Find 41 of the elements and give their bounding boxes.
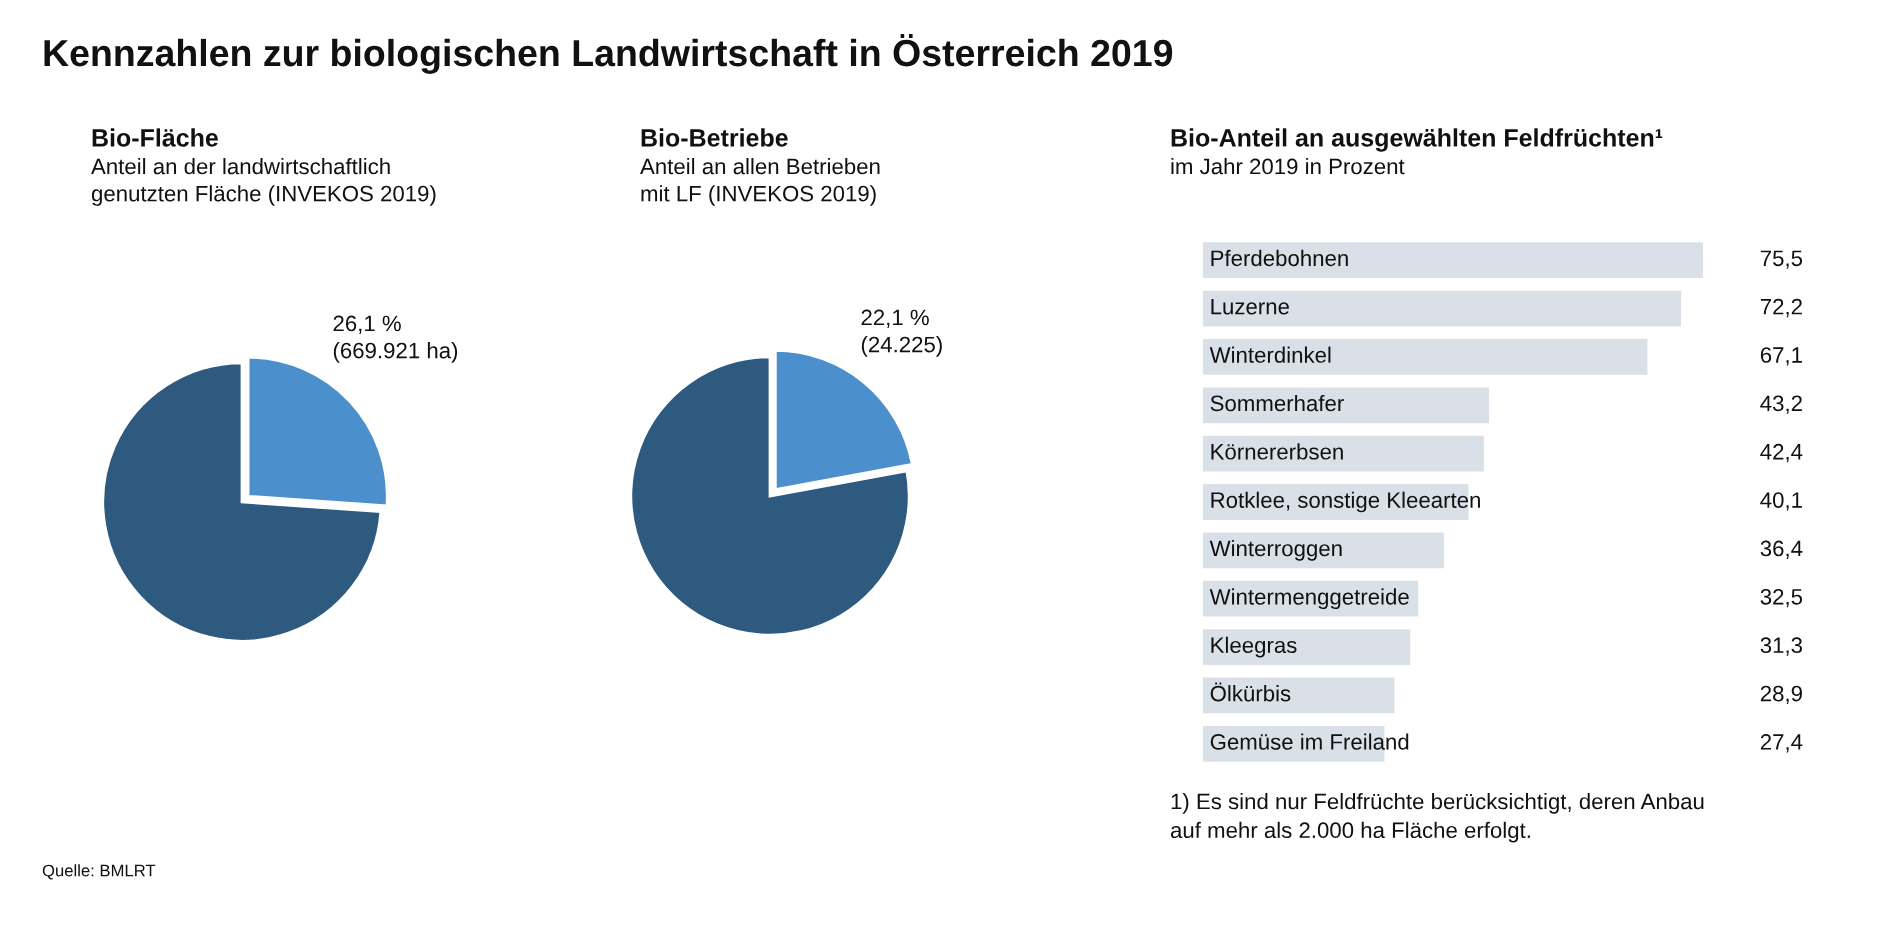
y-tick-label: Winterdinkel — [1209, 346, 1331, 363]
bar — [1203, 677, 1395, 714]
chart-subtitle: im Jahr 2019 in Prozent — [1171, 158, 1405, 175]
bar — [1203, 435, 1484, 472]
bar — [1203, 629, 1411, 665]
chart-title: Bio-Betriebe — [641, 128, 788, 147]
y-tick-label: Rotklee, sonstige Kleearten — [1211, 491, 1480, 513]
source-note: Quelle: BMLRT — [42, 864, 156, 880]
data-label: 67,1 — [1760, 347, 1802, 366]
bar — [1203, 532, 1445, 569]
bar — [1203, 339, 1648, 375]
data-label: 40,1 — [1760, 492, 1802, 511]
y-tick-label: Gemüse im Freiland — [1210, 733, 1409, 750]
text: Kennzahlen zur biologischen Landwirtschaft in Österreich 2019 — [44, 34, 1173, 74]
y-tick-label: Pferdebohnen — [1211, 249, 1348, 267]
data-label: 43,2 — [1760, 395, 1802, 414]
y-tick-label: Winterroggen — [1209, 540, 1342, 561]
data-label: 72,2 — [1760, 298, 1802, 318]
slice-label: 26,1 % (669.921 ha) — [333, 315, 458, 363]
data-label: 36,4 — [1760, 540, 1803, 559]
chart-title: Bio-Anteil an ausgewählten Feldfrüchten¹ — [1171, 128, 1663, 152]
y-tick-label: Ölkürbis — [1210, 682, 1291, 702]
data-label: 31,3 — [1760, 637, 1803, 656]
data-label: 27,4 — [1760, 734, 1803, 753]
y-tick-label: Sommerhafer — [1210, 394, 1344, 412]
data-label: 32,5 — [1760, 588, 1803, 608]
bar — [1203, 242, 1703, 279]
y-tick-label: Wintermenggetreide — [1209, 588, 1409, 610]
data-label: 75,5 — [1760, 250, 1803, 269]
y-tick-label: Körnererbsen — [1211, 443, 1343, 460]
text: 1) Es sind nur Feldfrüchte berücksichtigt, deren Anbau auf mehr als 2.000 ha Fläche erfolgt. — [1170, 793, 1704, 843]
data-label: 28,9 — [1760, 685, 1802, 705]
chart-subtitle: Anteil an allen Betrieben mit LF (INVEKOS 2019) — [640, 158, 880, 206]
bar — [1203, 387, 1490, 424]
chart-subtitle: Anteil an der landwirtschaftlich genutzten Fläche (INVEKOS 2019) — [91, 158, 436, 206]
bar — [1203, 290, 1682, 327]
y-tick-label: Kleegras — [1211, 636, 1297, 658]
data-label: 42,4 — [1760, 443, 1803, 463]
y-tick-label: Luzerne — [1211, 299, 1289, 315]
chart-title: Bio-Fläche — [92, 128, 218, 147]
slice-label: 22,1 % (24.225) — [861, 309, 942, 357]
